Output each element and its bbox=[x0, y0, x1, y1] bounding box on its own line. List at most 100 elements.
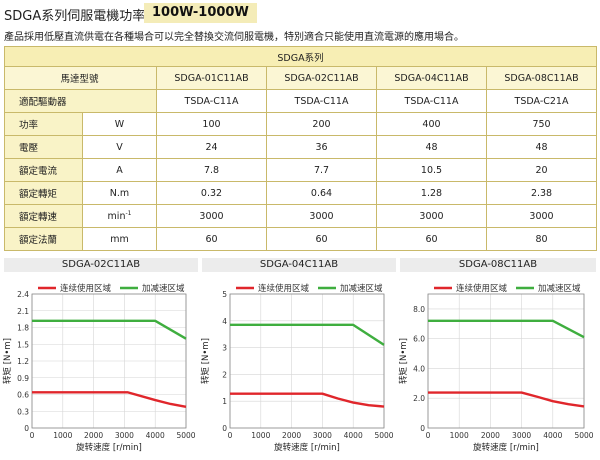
x-tick-label: 4000 bbox=[543, 431, 562, 440]
value-cell: 36 bbox=[266, 135, 377, 159]
value-cell: 2.38 bbox=[485, 181, 598, 205]
y-tick-label: 2.4 bbox=[17, 290, 29, 299]
row-unit: W bbox=[82, 112, 157, 136]
y-tick-label: 5 bbox=[222, 290, 227, 299]
x-axis-label: 旋转速度 [r/min] bbox=[473, 442, 539, 453]
y-tick-label: 2.1 bbox=[17, 307, 29, 316]
value-cell: 80 bbox=[485, 227, 598, 251]
torque-chart-2: 连续使用区域 加减速区域 0 1000 2000 3000 4000 5000 0 1 2 3 4 5 旋转… bbox=[200, 283, 394, 453]
row-label: 額定轉矩 bbox=[4, 181, 83, 205]
series-line bbox=[32, 319, 187, 340]
power-range-badge: 100W-1000W bbox=[144, 3, 257, 23]
torque-chart-1: 连续使用区域 加减速区域 0 1000 2000 3000 4000 5000 0 0.3 0.6 0… bbox=[2, 283, 196, 453]
legend-label: 连续使用区域 bbox=[60, 283, 112, 294]
model-cell: SDGA-01C11AB bbox=[156, 66, 267, 90]
model-label: 馬達型號 bbox=[4, 66, 157, 90]
x-tick-label: 5000 bbox=[374, 431, 393, 440]
x-tick-label: 4000 bbox=[344, 431, 363, 440]
product-description: 產品採用低壓直流供電在各種場合可以完全替換交流伺服電機，特別適合只能使用直流電源… bbox=[4, 32, 464, 43]
row-label: 電壓 bbox=[4, 135, 83, 159]
y-tick-label: 0.6 bbox=[17, 391, 29, 400]
model-cell: SDGA-08C11AB bbox=[485, 66, 598, 90]
value-cell: 0.32 bbox=[156, 181, 267, 205]
y-tick-label: 8.0 bbox=[413, 305, 425, 314]
plot-frame bbox=[229, 293, 385, 429]
table-row: 額定轉矩 N.m 0.32 0.64 1.28 2.38 bbox=[4, 181, 598, 205]
series-line bbox=[428, 391, 585, 408]
table-row: 適配驅動器 TSDA-C11A TSDA-C11A TSDA-C11A TSDA… bbox=[4, 89, 598, 113]
table-row: 額定轉速 min-1 3000 3000 3000 3000 bbox=[4, 204, 598, 228]
x-tick-label: 2000 bbox=[282, 431, 301, 440]
x-tick-label: 5000 bbox=[176, 431, 195, 440]
model-cell: SDGA-02C11AB bbox=[266, 66, 377, 90]
value-cell: 1.28 bbox=[376, 181, 487, 205]
value-cell: 7.8 bbox=[156, 158, 267, 182]
page-title: SDGA系列伺服電機功率 bbox=[4, 9, 146, 24]
x-tick-label: 0 bbox=[426, 431, 431, 440]
value-cell: 3000 bbox=[266, 204, 377, 228]
series-title: SDGA系列 bbox=[3, 46, 598, 67]
value-cell: 48 bbox=[376, 135, 487, 159]
legend-label: 连续使用区域 bbox=[258, 283, 310, 294]
x-tick-label: 2000 bbox=[84, 431, 103, 440]
row-unit-text: min bbox=[107, 211, 126, 223]
y-tick-label: 4.0 bbox=[413, 364, 425, 373]
legend-label: 加减速区域 bbox=[340, 283, 383, 294]
x-axis-label: 旋转速度 [r/min] bbox=[274, 442, 340, 453]
value-cell: 7.7 bbox=[266, 158, 377, 182]
x-tick-label: 0 bbox=[228, 431, 233, 440]
driver-label: 適配驅動器 bbox=[4, 89, 157, 113]
table-row: SDGA系列 bbox=[3, 46, 598, 67]
spec-table: SDGA系列 馬達型號 SDGA-01C11AB SDGA-02C11AB SD… bbox=[3, 46, 598, 251]
driver-cell: TSDA-C11A bbox=[266, 89, 377, 113]
value-cell: 24 bbox=[156, 135, 267, 159]
value-cell: 3000 bbox=[485, 204, 598, 228]
y-tick-label: 4 bbox=[222, 317, 227, 326]
x-tick-label: 5000 bbox=[574, 431, 593, 440]
row-label: 額定電流 bbox=[4, 158, 83, 182]
series-line bbox=[230, 323, 385, 346]
value-cell: 60 bbox=[376, 227, 487, 251]
row-unit: min-1 bbox=[82, 204, 157, 228]
y-axis-label: 转矩 [N•m] bbox=[200, 338, 211, 384]
torque-chart-3: 连续使用区域 加减速区域 0 1000 2000 3000 4000 5000 0 2.0 4.0 6… bbox=[398, 283, 594, 453]
x-tick-label: 3000 bbox=[115, 431, 134, 440]
row-unit: N.m bbox=[82, 181, 157, 205]
driver-cell: TSDA-C11A bbox=[156, 89, 267, 113]
row-label: 功率 bbox=[4, 112, 83, 136]
y-tick-label: 0 bbox=[222, 424, 227, 433]
row-unit: V bbox=[82, 135, 157, 159]
x-tick-label: 4000 bbox=[146, 431, 165, 440]
chart-title-3: SDGA-08C11AB bbox=[400, 258, 596, 272]
x-tick-label: 2000 bbox=[481, 431, 500, 440]
table-row: 額定電流 A 7.8 7.7 10.5 20 bbox=[4, 158, 598, 182]
plot-frame bbox=[31, 293, 187, 429]
y-tick-label: 1 bbox=[222, 397, 227, 406]
value-cell: 10.5 bbox=[376, 158, 487, 182]
x-tick-label: 1000 bbox=[450, 431, 469, 440]
row-unit: A bbox=[82, 158, 157, 182]
value-cell: 750 bbox=[485, 112, 598, 136]
value-cell: 200 bbox=[266, 112, 377, 136]
value-cell: 100 bbox=[156, 112, 267, 136]
value-cell: 48 bbox=[485, 135, 598, 159]
value-cell: 0.64 bbox=[266, 181, 377, 205]
x-tick-label: 3000 bbox=[313, 431, 332, 440]
y-tick-label: 6.0 bbox=[413, 335, 425, 344]
table-row: 馬達型號 SDGA-01C11AB SDGA-02C11AB SDGA-04C1… bbox=[4, 66, 598, 90]
legend-label: 连续使用区域 bbox=[456, 283, 508, 294]
y-tick-label: 2 bbox=[222, 370, 227, 379]
x-tick-label: 3000 bbox=[512, 431, 531, 440]
x-tick-label: 1000 bbox=[53, 431, 72, 440]
legend-label: 加减速区域 bbox=[142, 283, 185, 294]
row-unit: mm bbox=[82, 227, 157, 251]
x-tick-label: 0 bbox=[30, 431, 35, 440]
value-cell: 60 bbox=[156, 227, 267, 251]
row-label: 額定轉速 bbox=[4, 204, 83, 228]
x-axis-label: 旋转速度 [r/min] bbox=[76, 442, 142, 453]
y-tick-label: 0.3 bbox=[17, 407, 29, 416]
row-label: 額定法蘭 bbox=[4, 227, 83, 251]
y-tick-label: 0 bbox=[24, 424, 29, 433]
y-tick-label: 0.9 bbox=[17, 374, 29, 383]
y-tick-label: 3 bbox=[222, 344, 227, 353]
